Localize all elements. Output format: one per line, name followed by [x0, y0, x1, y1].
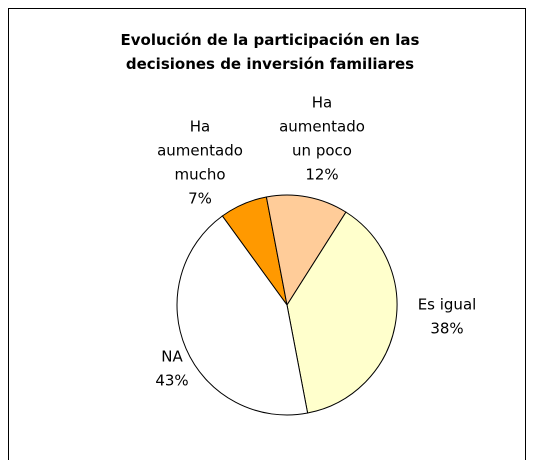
slice-label: Es igual: [418, 296, 477, 314]
pie-slice: [286, 211, 398, 414]
chart-title: Evolución de la participación en las dec…: [120, 31, 420, 73]
slice-label: Ha: [312, 94, 332, 112]
slice-label: un poco: [292, 142, 352, 160]
slice-value-label: 43%: [155, 372, 188, 390]
slice-label: Ha: [190, 118, 210, 136]
slice-value-label: 38%: [430, 320, 463, 338]
slice-value-label: 12%: [305, 166, 338, 184]
slice-label: NA: [161, 348, 183, 366]
slice-label: aumentado: [279, 118, 365, 136]
slice-label: aumentado: [157, 142, 243, 160]
slice-label: mucho: [174, 166, 225, 184]
pie-slice: [176, 215, 309, 416]
pie-slice: [265, 194, 347, 307]
slice-value-label: 7%: [188, 190, 212, 208]
